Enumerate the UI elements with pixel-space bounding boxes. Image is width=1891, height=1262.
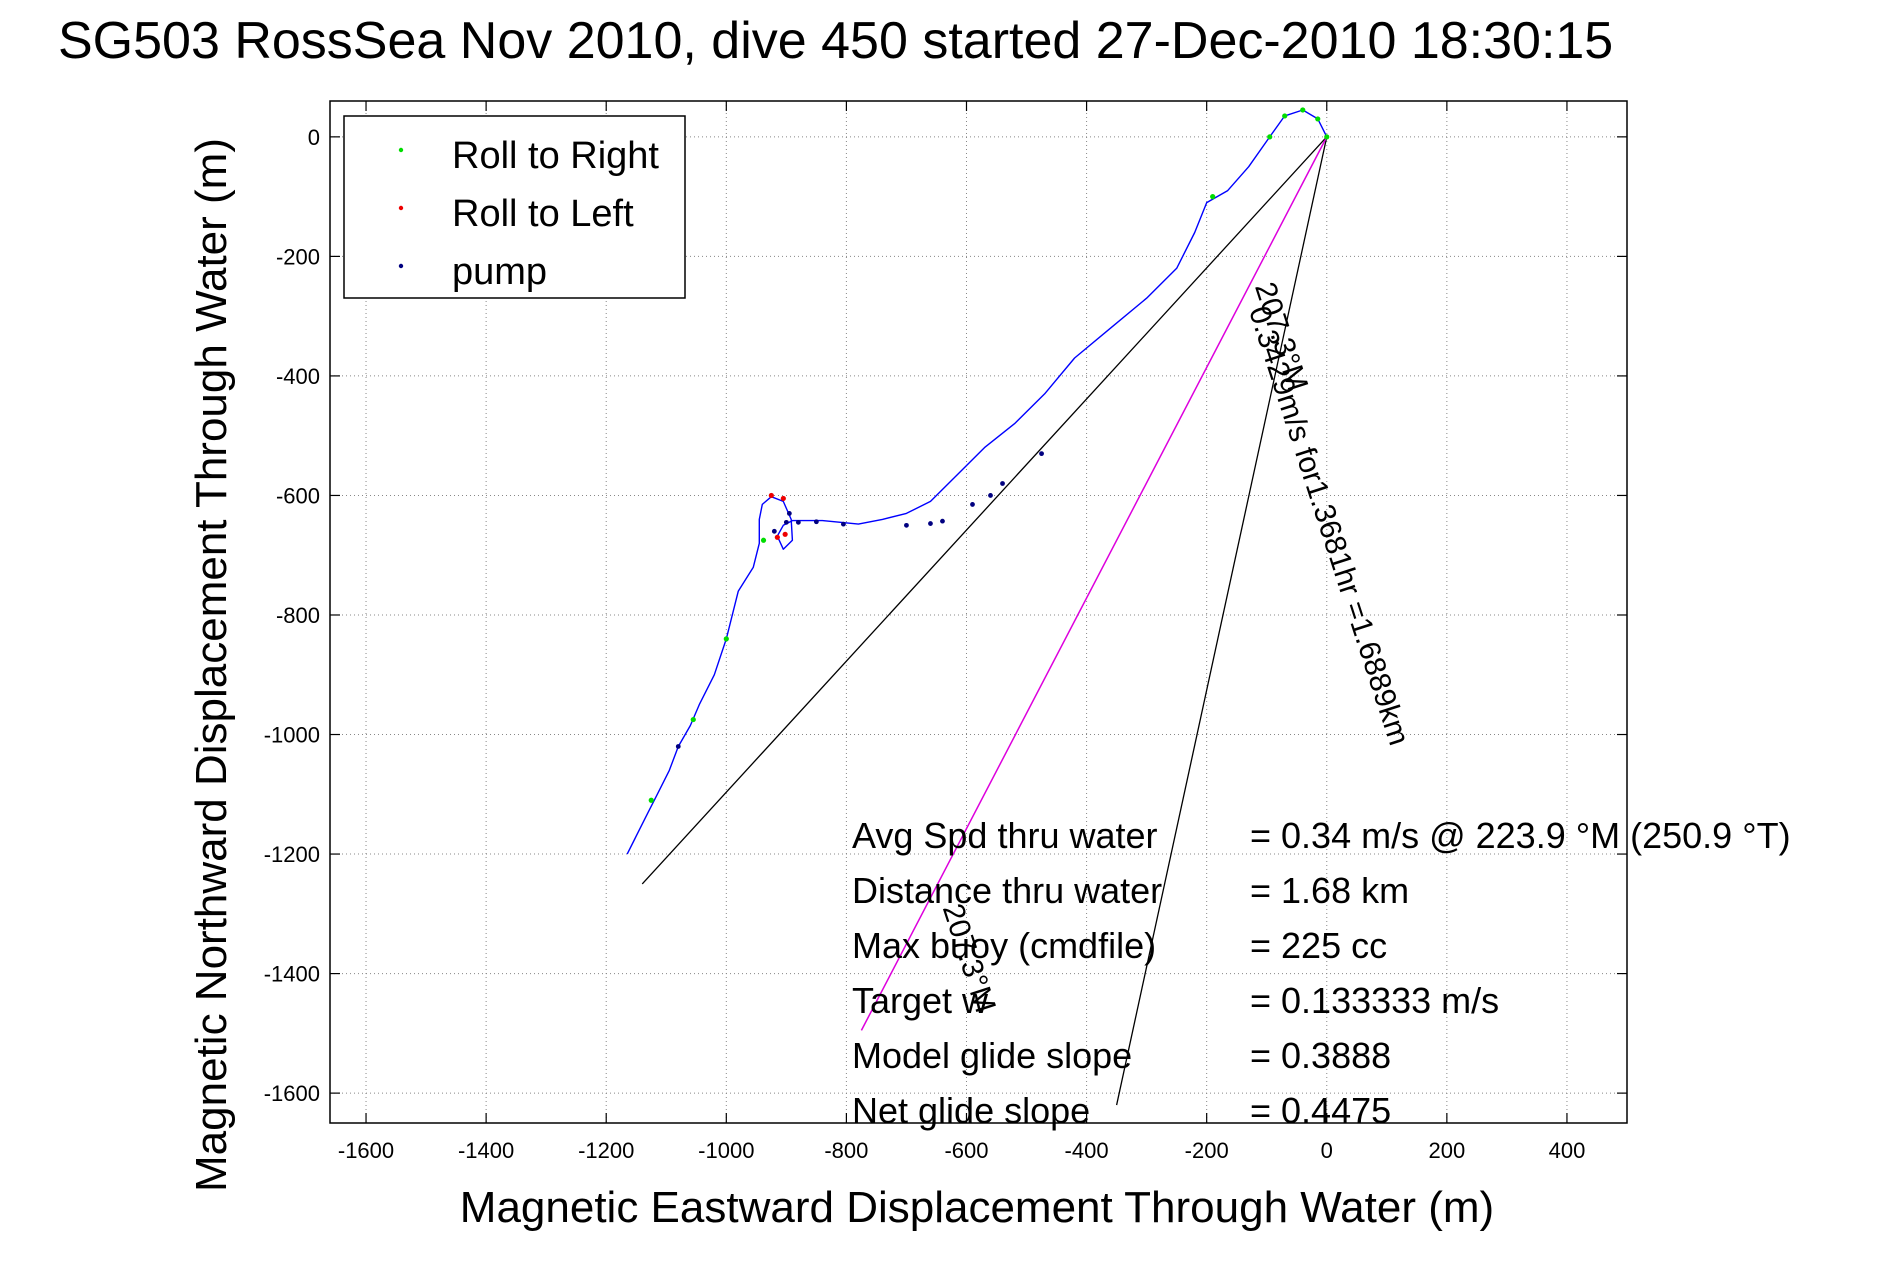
x-tick-label: 400	[1549, 1138, 1586, 1163]
plot-area	[329, 100, 1628, 1124]
stat-value: = 1.68 km	[1250, 870, 1409, 911]
ticks: -1600 -1400 -1200 -1000 -800 -600 -400 -200 0 200…	[264, 101, 1627, 1163]
y-tick-label: -400	[276, 364, 320, 389]
heading-line	[641, 136, 1328, 885]
legend-label-roll-left: Roll to Left	[452, 193, 634, 235]
x-tick-label: -400	[1065, 1138, 1109, 1163]
x-tick-label: 200	[1429, 1138, 1466, 1163]
reference-lines	[641, 136, 1328, 1106]
y-tick-label: -600	[276, 483, 320, 508]
net-displacement-line	[860, 136, 1328, 1031]
roll-left-point	[782, 531, 788, 537]
x-tick-label: -1400	[458, 1138, 514, 1163]
markers	[648, 107, 1330, 803]
pump-point	[795, 519, 801, 525]
stat-label: Avg Spd thru water	[852, 815, 1158, 856]
roll-right-point	[690, 716, 696, 723]
roll-right-point	[1282, 113, 1288, 119]
stat-value: = 225 cc	[1250, 925, 1387, 966]
roll-right-point	[723, 636, 729, 642]
roll-right-point	[1300, 107, 1306, 113]
pump-point	[840, 521, 846, 527]
pump-point	[1000, 481, 1005, 486]
x-tick-label: -1000	[698, 1138, 754, 1163]
legend: Roll to Right Roll to Left pump	[343, 115, 686, 299]
stat-label: Max buoy (cmdfile)	[852, 925, 1156, 966]
stat-label: Net glide slope	[852, 1090, 1090, 1131]
roll-right-point	[1315, 116, 1321, 122]
stat-label: Distance thru water	[852, 870, 1162, 911]
y-tick-label: 0	[308, 125, 320, 150]
legend-marker-pump	[398, 263, 404, 269]
roll-right-point	[760, 537, 767, 543]
pump-point	[771, 528, 777, 534]
pump-point	[940, 518, 945, 524]
pump-point	[813, 519, 819, 525]
x-tick-label: -1200	[578, 1138, 634, 1163]
roll-right-point	[1210, 194, 1216, 200]
pump-point	[970, 502, 975, 507]
y-tick-label: -200	[276, 244, 320, 269]
roll-right-point	[1324, 134, 1330, 140]
stat-value: = 0.3888	[1250, 1035, 1391, 1076]
y-tick-label: -1400	[264, 962, 320, 987]
pump-point	[988, 493, 993, 498]
stats-panel: Avg Spd thru water = 0.34 m/s @ 223.9 °M …	[852, 815, 1791, 1131]
legend-label-pump: pump	[452, 251, 547, 293]
y-tick-label: -1600	[264, 1081, 320, 1106]
stat-label: Model glide slope	[852, 1035, 1132, 1076]
x-axis-title: Magnetic Eastward Displacement Through W…	[460, 1183, 1494, 1232]
legend-marker-roll-left	[398, 205, 404, 211]
pump-point	[783, 519, 789, 525]
legend-marker-roll-right	[398, 147, 404, 153]
y-tick-label: -1000	[264, 723, 320, 748]
y-tick-label: -1200	[264, 842, 320, 867]
y-axis-title: Magnetic Northward Displacement Through …	[187, 138, 236, 1192]
stat-label: Target w	[852, 980, 989, 1021]
roll-right-point	[648, 797, 654, 803]
pump-point	[786, 510, 792, 516]
stat-value: = 0.4475	[1250, 1090, 1391, 1131]
x-tick-label: 0	[1321, 1138, 1333, 1163]
pump-point	[904, 522, 909, 528]
y-tick-label: -800	[276, 603, 320, 628]
track-line	[626, 109, 1328, 855]
pump-point	[928, 521, 933, 526]
roll-left-point	[768, 492, 774, 499]
roll-left-point	[774, 534, 780, 540]
legend-label-roll-right: Roll to Right	[452, 135, 659, 177]
stat-value: = 0.133333 m/s	[1250, 980, 1499, 1021]
x-tick-label: -600	[944, 1138, 988, 1163]
roll-right-point	[1267, 134, 1273, 140]
pump-point	[1039, 451, 1044, 457]
heading-line	[1115, 136, 1328, 1106]
pump-point	[675, 744, 681, 749]
track	[626, 109, 1328, 855]
stat-value: = 0.34 m/s @ 223.9 °M (250.9 °T)	[1250, 815, 1791, 856]
roll-left-point	[780, 495, 786, 502]
x-tick-label: -1600	[338, 1138, 394, 1163]
x-tick-label: -800	[824, 1138, 868, 1163]
chart-title: SG503 RossSea Nov 2010, dive 450 started…	[58, 12, 1613, 70]
x-tick-label: -200	[1185, 1138, 1229, 1163]
